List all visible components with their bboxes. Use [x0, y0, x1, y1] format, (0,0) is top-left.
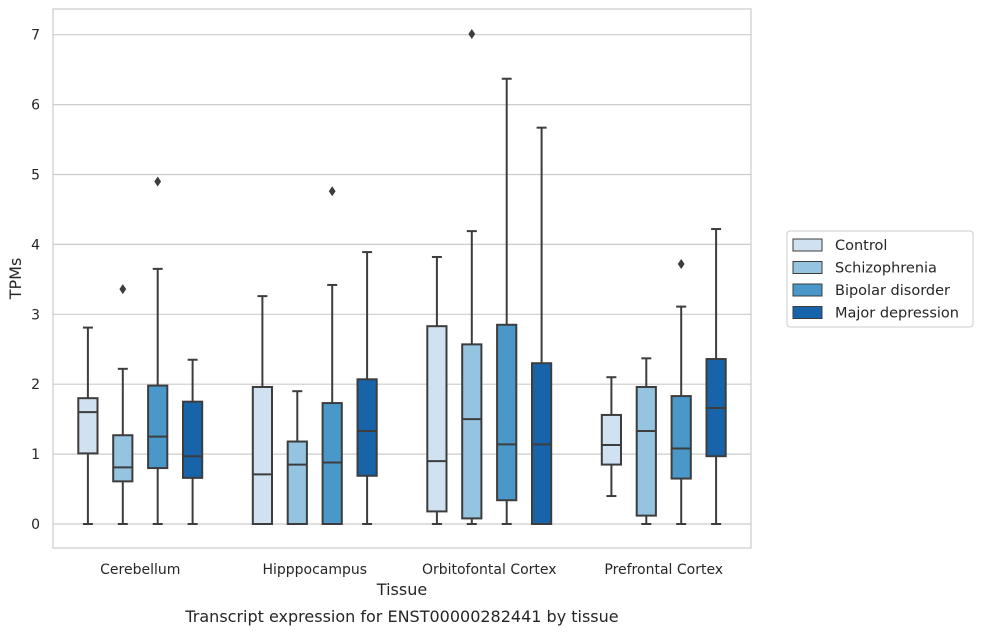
y-tick-label: 2 [31, 377, 40, 393]
legend: Control Schizophrenia Bipolar disorder Majo… [786, 230, 974, 328]
y-tick-label: 7 [31, 28, 40, 44]
x-axis-label: Tissue [376, 580, 427, 599]
box-orbitofontal-cortex-major-depression [531, 126, 553, 526]
box-iqr [251, 385, 274, 525]
legend-frame [786, 230, 974, 328]
x-tick-label: Cerebellum [100, 562, 180, 578]
legend-label: Schizophrenia [835, 261, 937, 277]
y-tick-label: 5 [31, 168, 40, 184]
box-cerebellum-control [77, 326, 99, 525]
grid-lines [53, 34, 751, 525]
box-iqr [461, 343, 483, 520]
legend-item: Major depression [792, 306, 959, 322]
box-prefrontal-cortex-schizophrenia [635, 357, 657, 525]
box-iqr [286, 440, 308, 526]
box-iqr [77, 397, 99, 455]
box-iqr [635, 385, 657, 517]
box-cerebellum-major-depression [182, 358, 204, 525]
y-tick-label: 1 [31, 447, 40, 463]
y-tick-label: 3 [31, 307, 40, 323]
box-iqr [670, 395, 692, 480]
y-axis-ticks: 0 1 2 3 4 5 6 7 [31, 28, 40, 533]
outlier-point [328, 186, 336, 197]
x-tick-label: Orbitofontal Cortex [422, 562, 557, 578]
legend-label: Major depression [835, 306, 959, 322]
box-prefrontal-cortex-major-depression [705, 228, 727, 525]
box-iqr [496, 323, 518, 502]
box-hipppocampus-schizophrenia [286, 390, 308, 526]
legend-item: Schizophrenia [792, 261, 937, 277]
box-orbitofontal-cortex-schizophrenia [461, 29, 483, 525]
x-tick-label: Hipppocampus [262, 562, 367, 578]
box-orbitofontal-cortex-bipolar-disorder [496, 77, 518, 525]
y-tick-label: 4 [31, 237, 40, 253]
outlier-point [154, 176, 162, 187]
legend-swatch [792, 283, 823, 297]
box-hipppocampus-control [251, 295, 274, 525]
box-iqr [321, 402, 343, 525]
box-hipppocampus-bipolar-disorder [321, 186, 343, 525]
x-axis-ticks: Cerebellum Hipppocampus Orbitofontal Corte… [100, 562, 723, 578]
legend-swatch [792, 238, 823, 252]
boxes [77, 29, 727, 526]
outlier-point [677, 258, 685, 269]
legend-swatch [792, 306, 823, 319]
legend-item: Bipolar disorder [792, 283, 950, 299]
box-iqr [356, 378, 378, 477]
legend-label: Control [835, 238, 887, 254]
box-hipppocampus-major-depression [356, 251, 378, 525]
box-iqr [147, 384, 169, 470]
legend-swatch [792, 261, 823, 274]
y-axis-label: TPMs [6, 258, 25, 301]
y-tick-label: 0 [31, 517, 40, 533]
box-iqr [426, 325, 448, 513]
plot-area-frame [52, 8, 752, 549]
legend-item: Control [792, 238, 887, 254]
outlier-point [119, 284, 127, 295]
box-orbitofontal-cortex-control [426, 255, 448, 525]
box-cerebellum-schizophrenia [112, 284, 134, 525]
box-prefrontal-cortex-bipolar-disorder [670, 258, 692, 525]
y-tick-label: 6 [31, 98, 40, 114]
x-tick-label: Prefrontal Cortex [604, 562, 723, 578]
box-cerebellum-bipolar-disorder [147, 176, 169, 525]
outlier-point [468, 29, 476, 40]
box-iqr [112, 434, 134, 483]
legend-label: Bipolar disorder [835, 283, 950, 299]
box-iqr [600, 413, 622, 466]
box-iqr [182, 400, 204, 479]
chart-caption: Transcript expression for ENST0000028244… [184, 607, 618, 626]
box-prefrontal-cortex-control [600, 376, 622, 498]
